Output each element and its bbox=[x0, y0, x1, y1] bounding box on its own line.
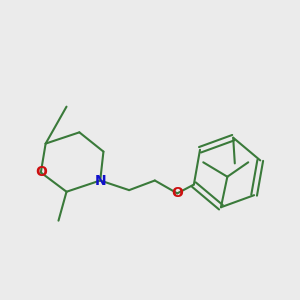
Text: O: O bbox=[35, 166, 47, 179]
Text: O: O bbox=[171, 186, 183, 200]
Text: N: N bbox=[94, 173, 106, 188]
